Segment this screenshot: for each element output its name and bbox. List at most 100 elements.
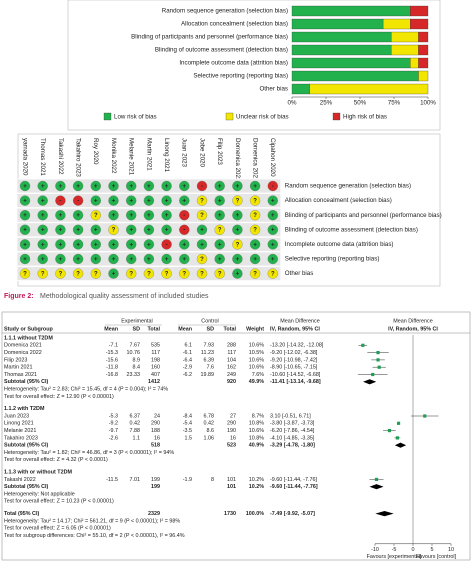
judgement-dot (90, 210, 101, 221)
table-text: -11.41 [-13.14, -9.68] (270, 379, 321, 385)
judgement-symbol: ? (200, 271, 204, 277)
judgement-dot (90, 224, 101, 235)
study-label: yamada 2020 (21, 138, 28, 176)
judgement-symbol: + (59, 257, 63, 263)
judgement-dot (72, 180, 84, 192)
table-text: 6.78 (204, 413, 215, 419)
judgement-symbol: ? (129, 271, 133, 277)
category-label: Selective reporting (reporting bias) (193, 73, 288, 80)
judgement-dot (126, 180, 137, 192)
bar-segment (291, 18, 384, 30)
bar-segment (291, 31, 392, 43)
judgement-dot (143, 224, 155, 235)
legend-label: Low risk of bias (114, 114, 157, 121)
judgement-dot (143, 253, 155, 265)
judgement-dot (267, 268, 278, 279)
bar-segment (291, 70, 419, 82)
judgement-dot (196, 195, 208, 206)
judgement-dot (90, 268, 101, 279)
table-text: Takahiro 2023 (4, 435, 38, 441)
judgement-symbol: ? (76, 271, 80, 277)
judgement-symbol: + (23, 242, 27, 248)
judgement-dot (179, 180, 190, 192)
table-text: 10.76 (127, 350, 141, 356)
judgement-symbol: - (77, 198, 79, 204)
judgement-symbol: + (23, 184, 27, 190)
judgement-dot (161, 239, 172, 250)
effect-square (396, 421, 401, 425)
table-text: -10.60 [-14.52, -6.68] (270, 372, 321, 378)
judgement-symbol: + (147, 257, 151, 263)
table-text: -5.3 (109, 413, 118, 419)
study-label: Linong 2021 (163, 138, 170, 173)
judgement-symbol: + (236, 228, 240, 234)
table-text: -4.10 [-4.85, -3.35] (270, 435, 315, 441)
table-text: Mean (104, 326, 118, 332)
judgement-dot (232, 268, 243, 279)
domain-label: Incomplete outcome data (attrition bias) (285, 241, 394, 248)
domain-label: Blinding of participants and personnel (… (285, 212, 442, 219)
judgement-dot (37, 268, 48, 279)
judgement-dot (37, 224, 48, 235)
x-tick-label: 75% (388, 100, 401, 107)
judgement-dot (55, 253, 66, 265)
judgement-symbol: + (271, 228, 275, 234)
table-text: 6.39 (204, 357, 215, 363)
table-text: Test for overall effect: Z = 12.90 (P < … (4, 394, 114, 400)
judgement-symbol: ? (271, 271, 275, 277)
table-text: Control (201, 318, 218, 324)
subgroup-title: 1.1.3 with or without T2DM (4, 470, 72, 476)
table-text: 1.1 (133, 435, 141, 441)
table-text: 49.9% (249, 379, 264, 385)
bar-segment (410, 57, 419, 69)
judgement-symbol: - (272, 184, 274, 190)
judgement-dot (214, 268, 225, 279)
judgement-dot (72, 224, 84, 235)
table-text: -3.5 (183, 428, 192, 434)
judgement-symbol: + (23, 198, 27, 204)
table-text: 249 (227, 372, 236, 378)
judgement-dot (179, 224, 190, 235)
judgement-dot (37, 210, 48, 221)
bar-segment (291, 5, 411, 17)
category-label: Allocation concealment (selection bias) (181, 21, 288, 28)
judgement-symbol: - (183, 228, 185, 234)
judgement-symbol: + (76, 184, 80, 190)
table-text: Test for subgroup differences: Chi² = 55… (4, 533, 185, 539)
judgement-dot (161, 210, 172, 221)
plot-tick-label: -10 (371, 547, 379, 553)
judgement-symbol: + (147, 213, 151, 219)
table-text: -2.9 (183, 365, 192, 371)
table-text: 117 (151, 350, 160, 356)
judgement-dot (214, 253, 225, 265)
judgement-symbol: + (183, 184, 187, 190)
table-text: 16 (154, 435, 160, 441)
x-tick-label: 0% (288, 100, 297, 107)
judgement-dot (249, 224, 261, 235)
plot-tick-label: -5 (392, 547, 397, 553)
table-text: -6.1 (183, 350, 192, 356)
judgement-symbol: + (271, 242, 275, 248)
judgement-dot (108, 268, 119, 279)
table-text: Test for overall effect: Z = 4.32 (P < 0… (4, 457, 108, 463)
judgement-dot (267, 210, 278, 221)
study-label: Monika 2022 (110, 138, 117, 174)
table-text: -3.80 [-3.87, -3.73] (270, 421, 315, 427)
judgement-dot (232, 239, 243, 250)
table-text: Total (224, 326, 237, 332)
judgement-symbol: - (59, 198, 61, 204)
study-label: Thomas 2021 (39, 138, 46, 176)
table-text: 199 (151, 484, 160, 490)
judgement-symbol: ? (218, 228, 222, 234)
table-text: 1.5 (185, 435, 193, 441)
judgement-dot (143, 195, 155, 206)
summary-frame (67, 0, 441, 131)
category-label: Blinding of outcome assessment (detectio… (155, 47, 288, 54)
table-text: -8.4 (183, 413, 192, 419)
table-text: Subtotal (95% CI) (4, 379, 49, 385)
judgement-dot (196, 253, 208, 265)
table-text: Heterogeneity: Tau² = 1.82; Chi² = 46.86… (4, 450, 174, 456)
effect-square (371, 372, 375, 377)
judgement-symbol: + (147, 228, 151, 234)
judgement-symbol: ? (165, 271, 169, 277)
